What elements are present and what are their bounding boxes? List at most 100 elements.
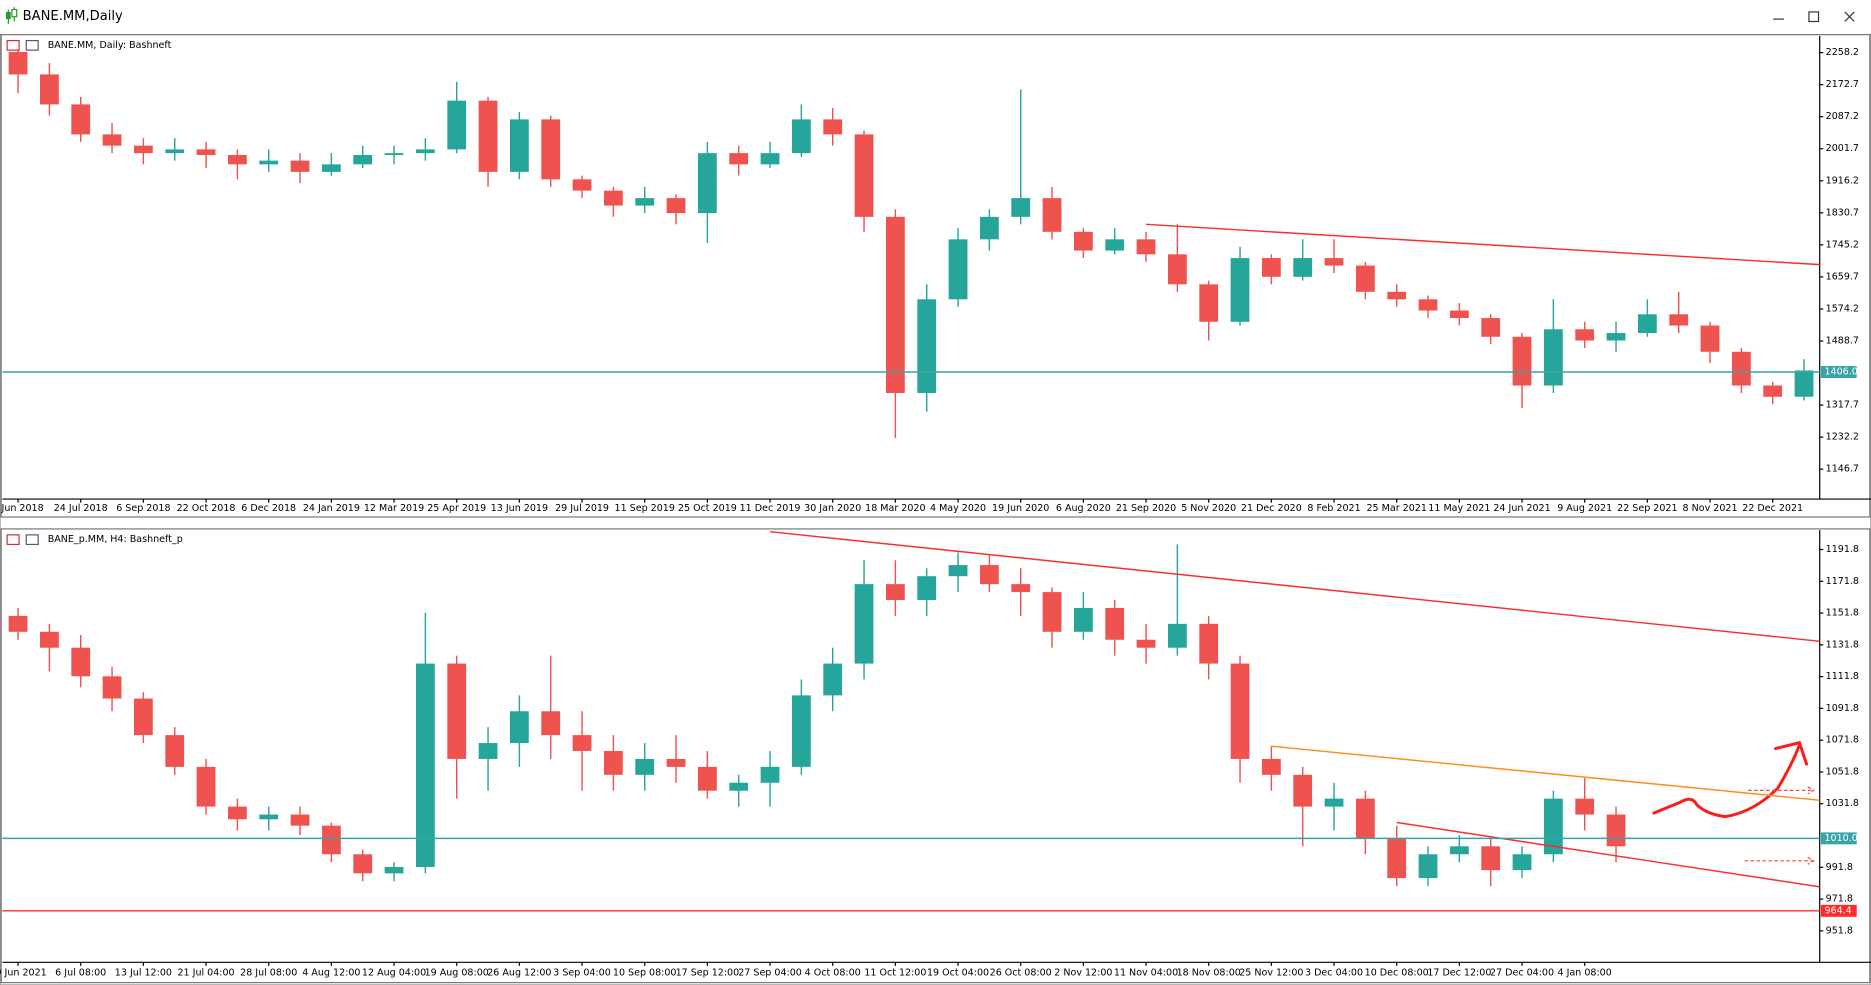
y-tick-label: 2258.2 bbox=[1826, 47, 1859, 58]
candle-body bbox=[760, 153, 780, 165]
candle-body bbox=[165, 149, 185, 154]
candle-body bbox=[572, 735, 592, 751]
window-icon bbox=[5, 7, 18, 24]
trend-line bbox=[769, 530, 1820, 643]
candle-body bbox=[290, 814, 310, 826]
x-tick-label: 24 Jun 2021 bbox=[1493, 503, 1550, 514]
candle-body bbox=[823, 663, 843, 696]
x-tick-label: 18 Nov 08:00 bbox=[1177, 968, 1241, 979]
candle-body bbox=[8, 51, 28, 75]
x-tick-label: 22 Dec 2021 bbox=[1742, 503, 1803, 514]
y-tick-label: 1071.8 bbox=[1826, 735, 1859, 746]
candle-body bbox=[760, 766, 780, 783]
candle-body bbox=[478, 743, 498, 759]
dashed-arrow bbox=[1744, 786, 1815, 865]
candle-body bbox=[1073, 607, 1093, 632]
x-tick-label: 4 Aug 12:00 bbox=[302, 968, 360, 979]
candle-body bbox=[948, 239, 968, 300]
x-tick-label: 3 Dec 04:00 bbox=[1305, 968, 1363, 979]
plot-area bbox=[8, 530, 1820, 888]
candle-body bbox=[1105, 239, 1125, 251]
x-tick-label: 21 Jul 04:00 bbox=[177, 968, 234, 979]
y-tick-label: 1171.8 bbox=[1826, 576, 1859, 587]
candle-body bbox=[1575, 329, 1595, 341]
candle-body bbox=[823, 119, 843, 135]
candle-body bbox=[572, 179, 592, 191]
chart-frame bbox=[0, 528, 1871, 984]
candle-body bbox=[603, 190, 623, 206]
candle-body bbox=[1105, 607, 1125, 640]
chart-icon bbox=[6, 39, 20, 51]
candle-body bbox=[948, 565, 968, 577]
candle-body bbox=[1199, 623, 1219, 664]
candle-body bbox=[791, 695, 811, 767]
y-tick-label: 1091.8 bbox=[1826, 703, 1859, 714]
y-tick-label: 1830.7 bbox=[1826, 207, 1859, 218]
candle-body bbox=[353, 854, 373, 874]
price-label-box bbox=[1820, 366, 1857, 378]
candle-body bbox=[1355, 798, 1375, 839]
candle-body bbox=[1512, 854, 1532, 871]
candle-body bbox=[196, 766, 216, 807]
title-bar bbox=[0, 0, 1871, 34]
x-tick-label: 25 Apr 2019 bbox=[427, 503, 486, 514]
x-tick-label: 2 Nov 12:00 bbox=[1054, 968, 1112, 979]
x-tick-label: 12 Mar 2019 bbox=[364, 503, 424, 514]
window-title: BANE.MM,Daily bbox=[23, 9, 123, 24]
candle-body bbox=[635, 758, 655, 775]
candle-body bbox=[1543, 329, 1563, 386]
candle-body bbox=[1606, 333, 1626, 341]
y-tick-label: 1191.8 bbox=[1826, 544, 1859, 555]
candle-body bbox=[1042, 592, 1062, 632]
x-tick-label: 22 Sep 2021 bbox=[1617, 503, 1677, 514]
y-tick-label: 1051.8 bbox=[1826, 766, 1859, 777]
candle-body bbox=[321, 825, 341, 855]
candle-body bbox=[1199, 284, 1219, 322]
maximize-button[interactable] bbox=[1808, 11, 1820, 23]
candle-body bbox=[39, 74, 59, 105]
y-tick-label: 951.8 bbox=[1826, 925, 1853, 936]
y-tick-label: 1574.2 bbox=[1826, 303, 1859, 314]
x-tick-label: 19 Oct 04:00 bbox=[927, 968, 989, 979]
x-tick-label: 4 Jan 08:00 bbox=[1558, 968, 1612, 979]
candle-body bbox=[791, 119, 811, 154]
x-tick-label: 29 Jun 2021 bbox=[0, 968, 47, 979]
candle-body bbox=[1136, 639, 1156, 648]
plot-area bbox=[8, 40, 1820, 438]
price-label-box bbox=[1820, 832, 1857, 845]
x-tick-label: 8 Feb 2021 bbox=[1307, 503, 1360, 514]
chart-frame bbox=[0, 34, 1871, 518]
candle-body bbox=[384, 153, 404, 156]
x-tick-label: 17 Dec 12:00 bbox=[1427, 968, 1491, 979]
candle-body bbox=[1575, 798, 1595, 815]
candle-body bbox=[478, 100, 498, 172]
candle-body bbox=[71, 104, 91, 135]
y-tick-label: 2001.7 bbox=[1826, 143, 1859, 154]
candle-body bbox=[227, 806, 247, 820]
candle-body bbox=[1042, 198, 1062, 232]
candle-body bbox=[979, 565, 999, 585]
y-tick-label: 2087.2 bbox=[1826, 111, 1859, 122]
candle-body bbox=[1387, 838, 1407, 879]
drawn-arrow bbox=[1652, 740, 1809, 819]
candle-body bbox=[729, 782, 749, 791]
y-tick-label: 1745.2 bbox=[1826, 239, 1859, 250]
close-button[interactable] bbox=[1844, 11, 1855, 22]
candle-body bbox=[979, 216, 999, 240]
candle-body bbox=[384, 866, 404, 874]
chart-icon bbox=[25, 534, 39, 546]
candle-body bbox=[447, 100, 467, 150]
x-tick-label: 8 Nov 2021 bbox=[1683, 503, 1738, 514]
candle-body bbox=[1324, 258, 1344, 266]
candle-body bbox=[102, 134, 122, 146]
candle-body bbox=[1073, 231, 1093, 251]
candle-body bbox=[1512, 336, 1532, 386]
x-tick-label: 25 Nov 12:00 bbox=[1239, 968, 1303, 979]
y-tick-label: 1131.8 bbox=[1826, 639, 1859, 650]
y-tick-label: 1488.7 bbox=[1826, 336, 1859, 347]
candle-body bbox=[259, 814, 279, 820]
y-tick-label: 2172.7 bbox=[1826, 79, 1859, 90]
candle-body bbox=[1230, 258, 1250, 322]
x-tick-label: 11 Nov 04:00 bbox=[1114, 968, 1178, 979]
